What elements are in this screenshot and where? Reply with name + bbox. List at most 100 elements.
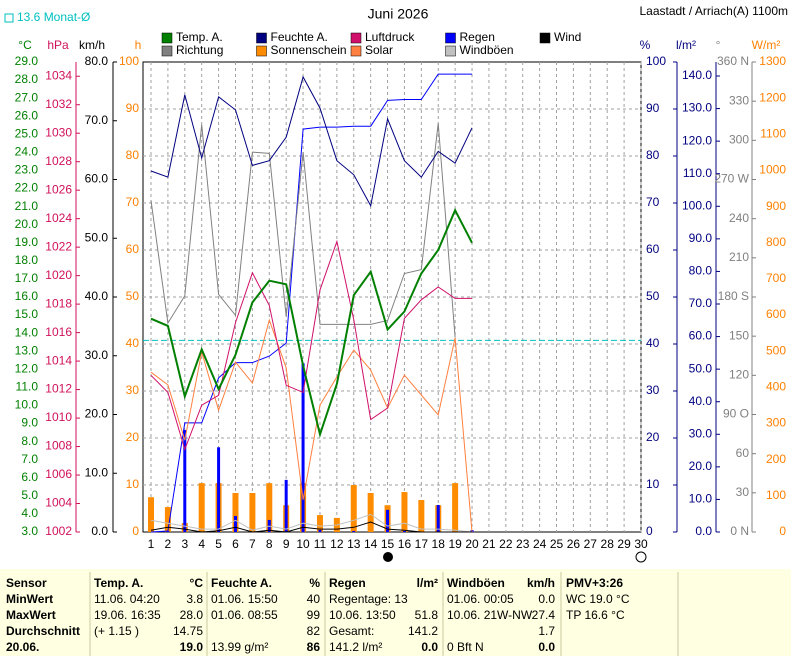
series-line	[150, 239, 472, 451]
bar	[401, 492, 408, 532]
y-tick-label: 60	[126, 242, 140, 256]
legend-swatch	[256, 32, 267, 44]
y-tick-label: 1300	[759, 54, 786, 68]
x-tick-label: 5	[215, 537, 222, 551]
x-tick-label: 26	[567, 537, 581, 551]
bar	[352, 531, 356, 532]
table-cell: 11.06. 04:20	[94, 592, 160, 606]
table-value: 99	[307, 608, 321, 622]
y-tick-label: 19.0	[15, 235, 39, 249]
series-line	[150, 123, 456, 338]
legend-label: Windböen	[460, 43, 514, 57]
series-line	[150, 318, 473, 533]
x-tick-label: 20	[465, 537, 479, 551]
table-value: 141.2	[408, 624, 438, 638]
y-tick-label: 10.0	[689, 492, 713, 506]
y-tick-label: 70	[126, 195, 140, 209]
y-tick-label: 1006	[45, 467, 72, 481]
table-value: %	[309, 576, 320, 590]
y-tick-label: 300	[766, 416, 786, 430]
y-tick-label: 100	[766, 488, 786, 502]
y-tick-label: 1014	[45, 353, 72, 367]
table-cell: PMV+3:26	[566, 576, 623, 590]
y-tick-label: 10	[646, 477, 660, 491]
y-tick-label: 140.0	[682, 68, 712, 82]
y-tick-label: 90.0	[689, 231, 713, 245]
x-tick-label: 17	[415, 537, 429, 551]
table-value: 40	[307, 592, 321, 606]
y-tick-label: 120	[729, 368, 749, 382]
y-tick-label: 11.0	[16, 380, 39, 394]
y-tick-label: 40	[646, 336, 660, 350]
y-tick-label: 20.0	[85, 407, 109, 421]
moon-new	[635, 551, 647, 563]
bar	[350, 485, 357, 532]
x-tick-label: 4	[198, 537, 205, 551]
legend-label: Luftdruck	[365, 30, 415, 44]
y-tick-label: 80	[126, 148, 140, 162]
y-tick-label: 1028	[45, 154, 72, 168]
y-tick-label: 12.0	[15, 361, 39, 375]
y-tick-label: 29.0	[15, 54, 39, 68]
y-tick-label: 13.0	[15, 343, 39, 357]
x-tick-label: 11	[314, 537, 327, 551]
x-tick-label: 22	[499, 537, 513, 551]
series-line	[150, 513, 473, 533]
table-cell: WC 19.0 °C	[566, 592, 630, 606]
table-cell: 01.06. 15:50	[211, 592, 278, 606]
y-tick-label: 28.0	[15, 72, 39, 86]
table-value: 86	[307, 640, 321, 654]
axis-unit: l/m²	[676, 38, 696, 52]
y-tick-label: 15.0	[15, 307, 39, 321]
y-tick-label: 50.0	[85, 230, 109, 244]
y-tick-label: 20	[646, 430, 660, 444]
legend-label: Temp. A.	[176, 30, 223, 44]
y-tick-label: 300	[729, 133, 749, 147]
axis-unit: km/h	[79, 38, 105, 52]
table-value: 1.7	[538, 624, 555, 638]
y-tick-label: 1004	[45, 496, 72, 510]
x-tick-label: 23	[516, 537, 530, 551]
y-tick-label: 600	[766, 307, 786, 321]
bar	[436, 504, 440, 532]
y-tick-label: 90	[646, 101, 660, 115]
axis-unit: W/m²	[752, 38, 781, 52]
table-cell: (+ 1.15 )	[94, 624, 139, 638]
legend-label: Feuchte A.	[271, 30, 328, 44]
legend-swatch	[445, 45, 456, 57]
table-value: 27.4	[532, 608, 556, 622]
y-tick-label: 27.0	[15, 90, 39, 104]
x-tick-label: 16	[398, 537, 412, 551]
y-tick-label: 5.0	[21, 488, 38, 502]
axis-unit: hPa	[47, 38, 69, 52]
x-tick-label: 30	[634, 537, 648, 551]
y-tick-label: 7.0	[21, 452, 38, 466]
y-tick-label: 4.0	[21, 506, 38, 520]
y-tick-label: 1034	[45, 68, 72, 82]
y-tick-label: 70.0	[689, 296, 713, 310]
bar	[148, 497, 154, 532]
y-tick-label: 10	[126, 477, 140, 491]
y-tick-label: 0.0	[695, 524, 712, 538]
y-tick-label: 130.0	[682, 101, 712, 115]
y-tick-label: 1032	[45, 97, 72, 111]
table-cell: 01.06. 00:05	[447, 592, 514, 606]
table-value: 82	[307, 624, 321, 638]
bar	[386, 509, 390, 532]
y-tick-label: 9.0	[21, 416, 38, 430]
y-tick-label: 23.0	[15, 163, 39, 177]
bar	[418, 500, 425, 532]
y-tick-label: 330	[729, 93, 749, 107]
legend-label: Sonnenschein	[271, 43, 347, 57]
y-tick-label: 8.0	[21, 434, 38, 448]
y-tick-label: 21.0	[15, 199, 39, 213]
table-cell: 01.06. 08:55	[211, 608, 278, 622]
y-tick-label: 1030	[45, 125, 72, 139]
y-tick-label: 1026	[45, 182, 72, 196]
axis-unit: h	[135, 38, 142, 52]
x-tick-label: 12	[330, 537, 344, 551]
y-tick-label: 1020	[45, 268, 72, 282]
y-tick-label: 500	[766, 343, 786, 357]
x-tick-label: 13	[347, 537, 361, 551]
